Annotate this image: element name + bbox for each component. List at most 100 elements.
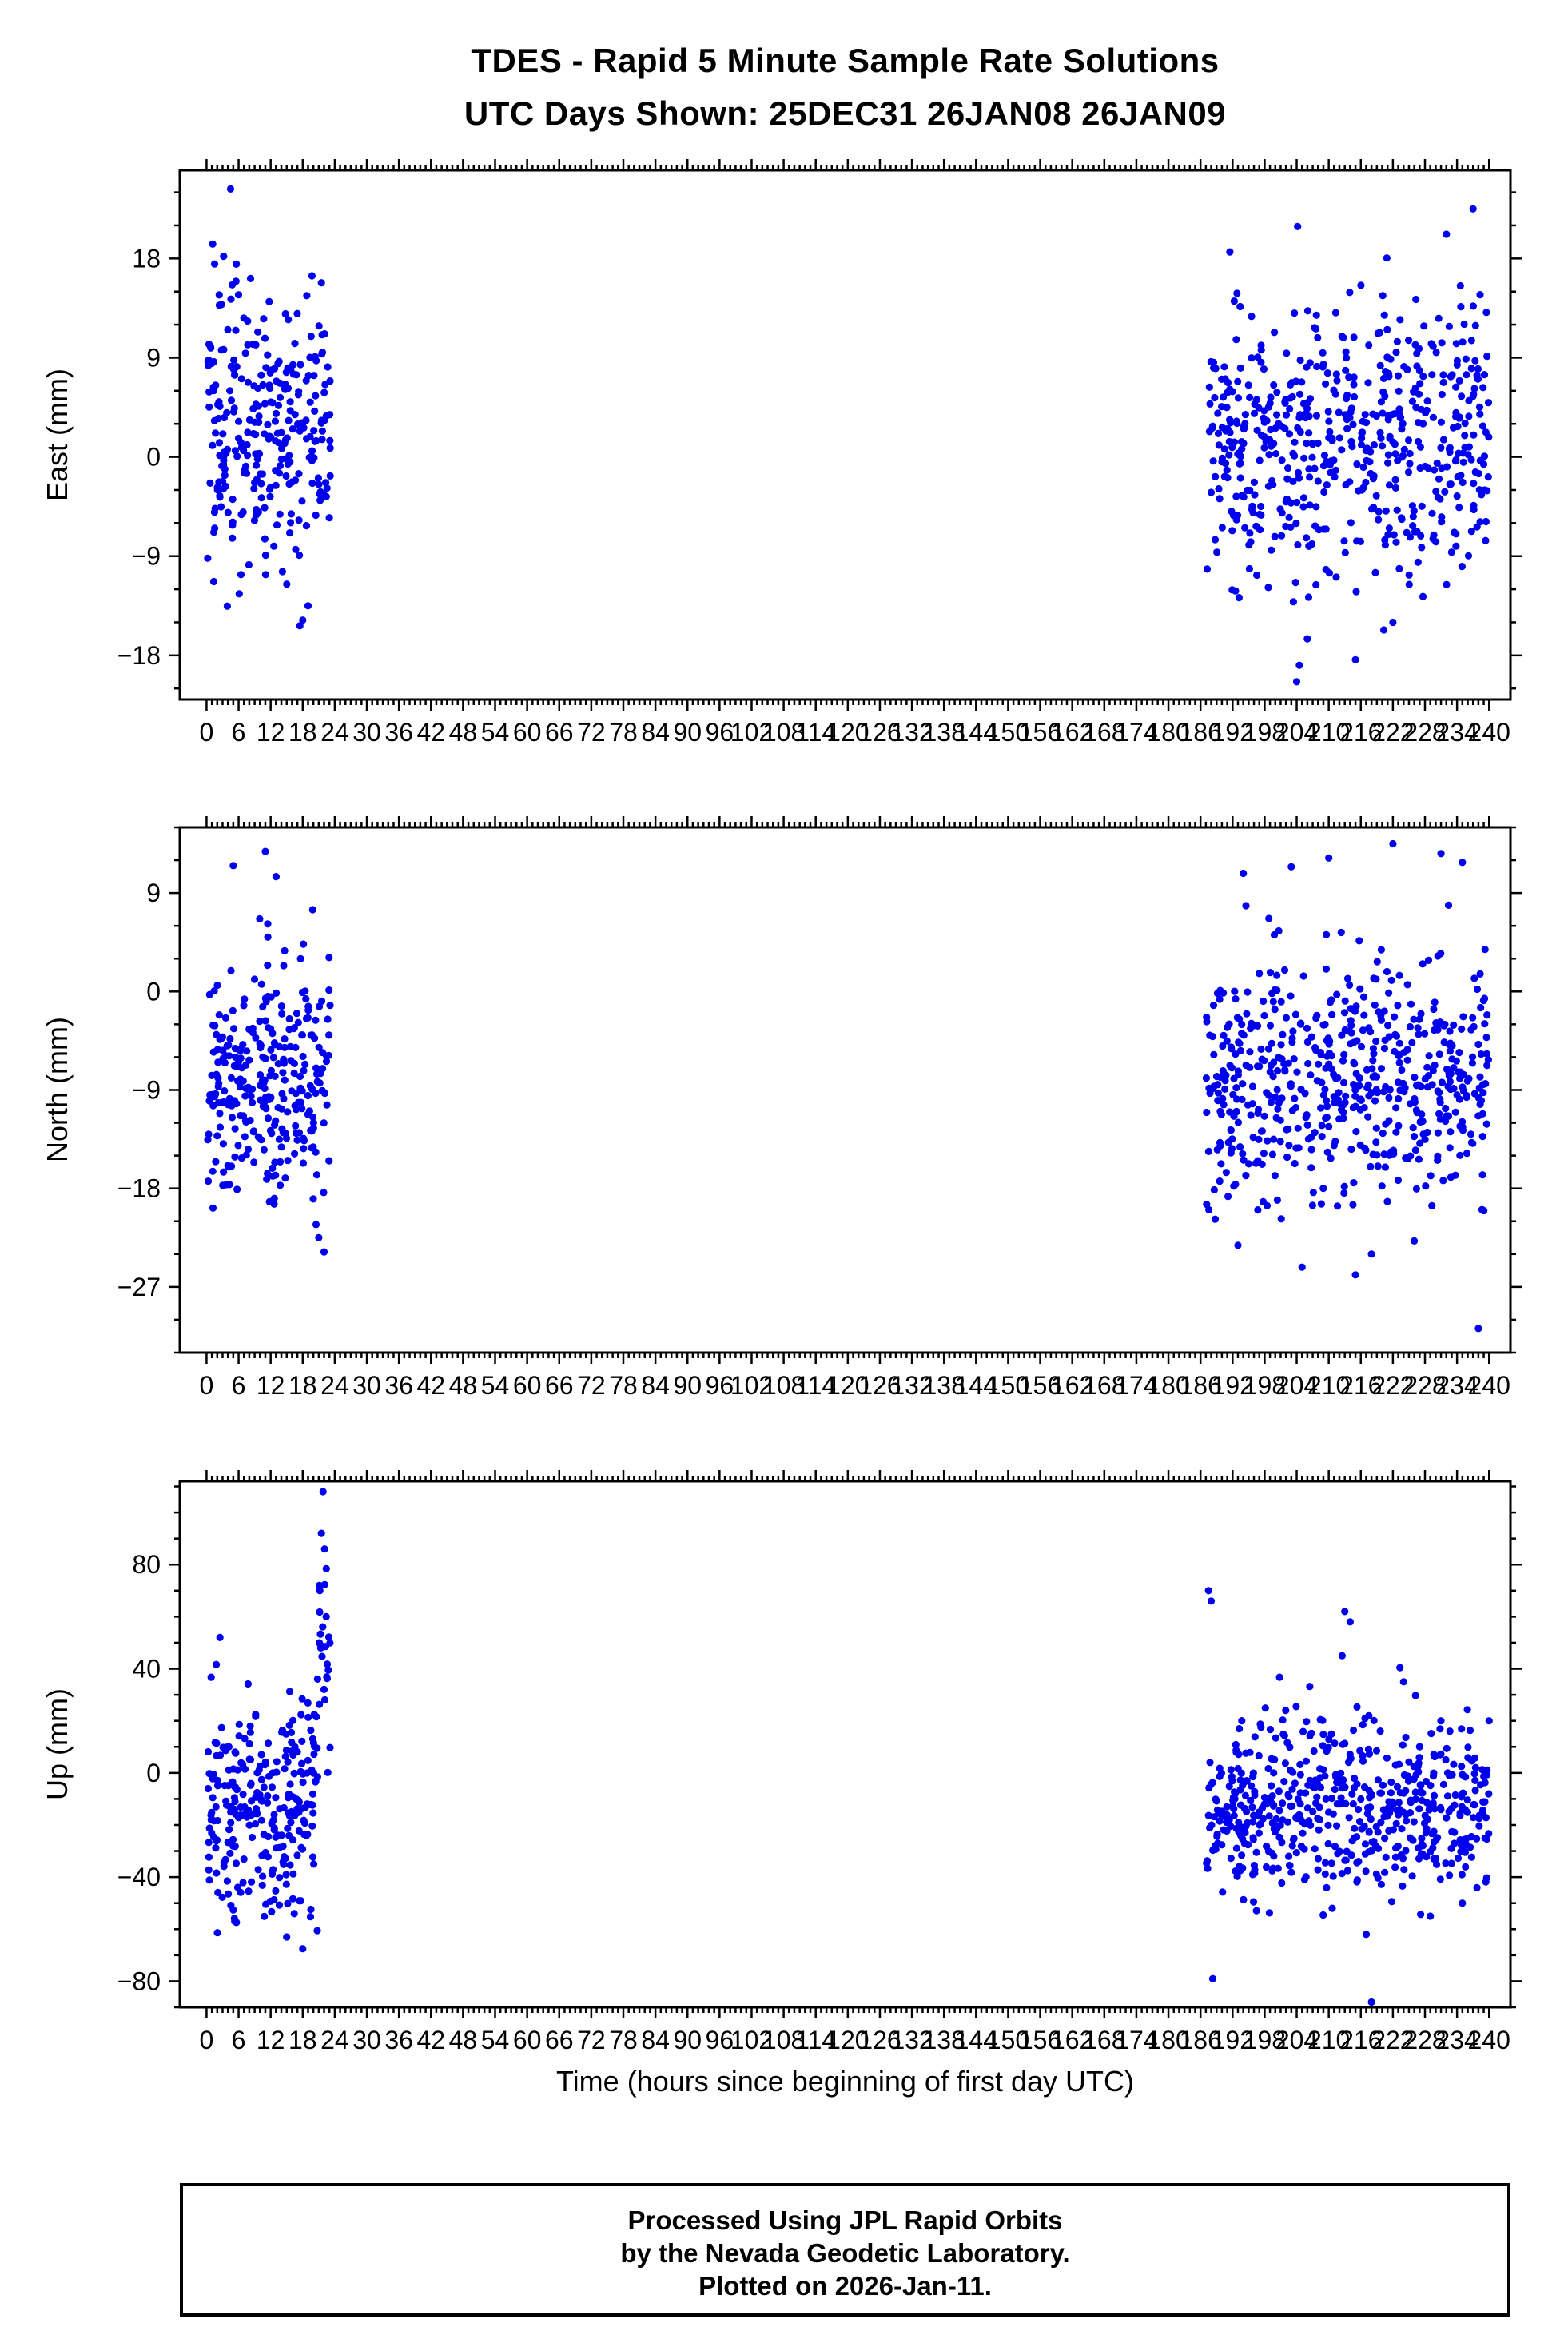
svg-text:240: 240 (1468, 2026, 1510, 2054)
svg-text:96: 96 (706, 2026, 734, 2054)
svg-text:210: 210 (1307, 2026, 1350, 2054)
svg-text:162: 162 (1051, 1371, 1093, 1400)
svg-text:90: 90 (673, 2026, 702, 2054)
svg-text:24: 24 (320, 718, 349, 747)
svg-text:162: 162 (1051, 2026, 1093, 2054)
svg-text:132: 132 (890, 718, 933, 747)
svg-text:180: 180 (1147, 1371, 1189, 1400)
svg-text:60: 60 (513, 1371, 542, 1400)
svg-text:180: 180 (1147, 718, 1189, 747)
svg-text:0: 0 (146, 443, 161, 472)
svg-text:180: 180 (1147, 2026, 1189, 2054)
svg-text:−27: −27 (117, 1273, 161, 1301)
svg-text:90: 90 (673, 1371, 702, 1400)
svg-text:144: 144 (955, 1371, 997, 1400)
svg-text:54: 54 (481, 2026, 510, 2054)
up-panel-axes: 0 6 12 18 24 30 36 42 48 54 60 66 72 78 84 90 9610210811… (117, 1470, 1522, 2054)
svg-text:96: 96 (706, 1371, 734, 1400)
chart-title: TDES - Rapid 5 Minute Sample Rate Soluti… (471, 42, 1220, 79)
svg-text:144: 144 (955, 2026, 997, 2054)
svg-text:72: 72 (577, 2026, 606, 2054)
chart-subtitle: UTC Days Shown: 25DEC31 26JAN08 26JAN09 (464, 94, 1227, 132)
svg-text:234: 234 (1435, 2026, 1478, 2054)
svg-text:78: 78 (609, 718, 638, 747)
x-axis-label: Time (hours since beginning of first day… (556, 2065, 1134, 2098)
svg-text:198: 198 (1244, 1371, 1286, 1400)
svg-text:228: 228 (1403, 2026, 1446, 2054)
svg-text:42: 42 (416, 718, 445, 747)
svg-text:60: 60 (513, 2026, 542, 2054)
svg-text:138: 138 (923, 718, 965, 747)
svg-text:30: 30 (352, 1371, 381, 1400)
svg-text:204: 204 (1275, 718, 1318, 747)
svg-text:12: 12 (257, 1371, 285, 1400)
east-panel-points (204, 185, 1493, 686)
svg-text:150: 150 (987, 1371, 1029, 1400)
svg-text:174: 174 (1115, 1371, 1157, 1400)
svg-text:216: 216 (1339, 718, 1382, 747)
svg-text:132: 132 (890, 2026, 933, 2054)
svg-text:30: 30 (352, 718, 381, 747)
svg-text:24: 24 (320, 2026, 349, 2054)
svg-text:42: 42 (416, 1371, 445, 1400)
footer-line3: Plotted on 2026-Jan-11. (698, 2271, 992, 2301)
footer-line2: by the Nevada Geodetic Laboratory. (620, 2238, 1070, 2268)
svg-text:102: 102 (730, 2026, 773, 2054)
svg-text:0: 0 (146, 977, 161, 1006)
svg-text:6: 6 (232, 1371, 246, 1400)
svg-text:204: 204 (1275, 2026, 1318, 2054)
svg-text:168: 168 (1083, 2026, 1125, 2054)
svg-text:84: 84 (641, 718, 670, 747)
svg-text:66: 66 (545, 2026, 574, 2054)
svg-text:54: 54 (481, 1371, 510, 1400)
svg-text:12: 12 (257, 2026, 285, 2054)
svg-text:114: 114 (795, 718, 836, 747)
svg-text:222: 222 (1371, 1371, 1414, 1400)
svg-text:60: 60 (513, 718, 542, 747)
svg-text:240: 240 (1468, 718, 1510, 747)
svg-text:210: 210 (1307, 718, 1350, 747)
svg-text:−18: −18 (117, 641, 161, 670)
svg-text:66: 66 (545, 718, 574, 747)
svg-text:108: 108 (762, 1371, 805, 1400)
svg-text:210: 210 (1307, 1371, 1350, 1400)
svg-text:72: 72 (577, 1371, 606, 1400)
svg-text:42: 42 (416, 2026, 445, 2054)
svg-text:18: 18 (289, 718, 317, 747)
svg-text:228: 228 (1403, 1371, 1446, 1400)
svg-text:40: 40 (132, 1655, 161, 1684)
svg-text:120: 120 (826, 1371, 869, 1400)
svg-text:204: 204 (1275, 1371, 1318, 1400)
svg-text:186: 186 (1179, 2026, 1221, 2054)
svg-text:228: 228 (1403, 718, 1446, 747)
svg-text:84: 84 (641, 2026, 670, 2054)
svg-text:192: 192 (1212, 2026, 1254, 2054)
svg-text:48: 48 (449, 1371, 478, 1400)
svg-text:114: 114 (795, 1371, 836, 1400)
svg-text:102: 102 (730, 718, 773, 747)
svg-text:198: 198 (1244, 718, 1286, 747)
svg-text:162: 162 (1051, 718, 1093, 747)
svg-text:174: 174 (1115, 2026, 1157, 2054)
svg-text:78: 78 (609, 2026, 638, 2054)
svg-text:0: 0 (200, 718, 214, 747)
svg-text:150: 150 (987, 2026, 1029, 2054)
svg-text:18: 18 (289, 2026, 317, 2054)
north-panel-points (204, 839, 1492, 1333)
svg-text:192: 192 (1212, 1371, 1254, 1400)
svg-text:18: 18 (132, 244, 161, 273)
svg-text:174: 174 (1115, 718, 1157, 747)
svg-text:150: 150 (987, 718, 1029, 747)
svg-text:−9: −9 (132, 542, 161, 571)
footer-line1: Processed Using JPL Rapid Orbits (627, 2206, 1063, 2235)
svg-text:30: 30 (352, 2026, 381, 2054)
svg-text:9: 9 (146, 879, 161, 907)
svg-text:0: 0 (200, 1371, 214, 1400)
svg-text:186: 186 (1179, 718, 1221, 747)
svg-text:9: 9 (146, 343, 161, 372)
svg-text:156: 156 (1019, 718, 1061, 747)
svg-text:120: 120 (826, 718, 869, 747)
svg-text:234: 234 (1435, 718, 1478, 747)
svg-text:90: 90 (673, 718, 702, 747)
